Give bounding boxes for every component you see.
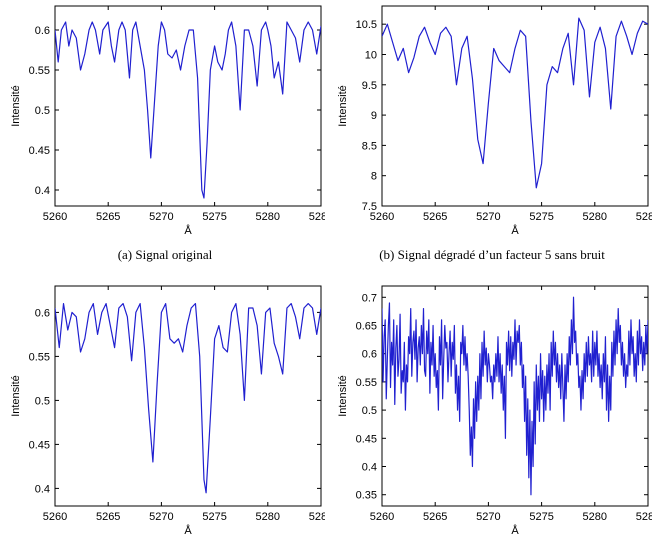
xtick-label: 5270 xyxy=(476,511,500,523)
ytick-label: 0.55 xyxy=(356,377,377,389)
panel-d: 5260 5265 5270 5275 5280 5285 0.35 0.4 0.45 0.5 0.… xyxy=(332,280,652,540)
ytick-label: 8 xyxy=(371,171,377,183)
xlabel: Å xyxy=(511,524,519,537)
ytick-label: 0.6 xyxy=(362,349,377,361)
ytick-label: 0.65 xyxy=(356,320,377,332)
xlabel: Å xyxy=(184,524,192,537)
series-line xyxy=(382,297,648,494)
xtick-label: 5275 xyxy=(202,211,226,223)
ytick-label: 10.5 xyxy=(356,19,377,31)
xtick-label: 5270 xyxy=(476,211,500,223)
xtick-label: 5280 xyxy=(583,211,607,223)
xtick-label: 5285 xyxy=(309,511,325,523)
caption-a: (a) Signal original xyxy=(5,247,325,263)
xlabel: Å xyxy=(184,224,192,237)
ytick-label: 8.5 xyxy=(362,140,377,152)
xtick-label: 5275 xyxy=(202,511,226,523)
xtick-label: 5285 xyxy=(636,211,652,223)
ylabel: Intensité xyxy=(10,85,22,127)
xtick-label: 5285 xyxy=(309,211,325,223)
ytick-label: 9.5 xyxy=(362,80,377,92)
ytick-label: 0.45 xyxy=(29,145,50,157)
xtick-label: 5265 xyxy=(96,211,120,223)
subplot-grid: 5260 5265 5270 5275 5280 5285 0.4 0.45 0.5 0.55 0.… xyxy=(0,0,657,540)
ytick-label: 0.4 xyxy=(35,185,50,197)
xtick-label: 5265 xyxy=(423,211,447,223)
panel-a: 5260 5265 5270 5275 5280 5285 0.4 0.45 0.5 0.55 0.… xyxy=(5,0,325,240)
xtick-label: 5265 xyxy=(96,511,120,523)
xtick-label: 5275 xyxy=(529,511,553,523)
xtick-label: 5270 xyxy=(149,211,173,223)
ytick-label: 0.4 xyxy=(362,462,377,474)
xtick-label: 5260 xyxy=(370,511,394,523)
ytick-label: 7.5 xyxy=(362,201,377,213)
ylabel: Intensité xyxy=(337,375,349,417)
series-line xyxy=(55,22,321,198)
ytick-label: 0.45 xyxy=(356,433,377,445)
ylabel: Intensité xyxy=(337,85,349,127)
series-line xyxy=(55,304,321,493)
chart-d: 5260 5265 5270 5275 5280 5285 0.35 0.4 0.45 0.5 0.… xyxy=(332,280,652,540)
ytick-label: 0.7 xyxy=(362,292,377,304)
axes-box xyxy=(382,6,648,206)
ytick-label: 0.5 xyxy=(362,405,377,417)
caption-b: (b) Signal dégradé d’un facteur 5 sans b… xyxy=(332,247,652,263)
xtick-label: 5270 xyxy=(149,511,173,523)
xlabel: Å xyxy=(511,224,519,237)
panel-c: 5260 5265 5270 5275 5280 5285 0.4 0.45 0.5 0.55 0.… xyxy=(5,280,325,540)
xtick-label: 5280 xyxy=(256,211,280,223)
ytick-label: 0.55 xyxy=(29,351,50,363)
ytick-label: 0.45 xyxy=(29,439,50,451)
ytick-label: 0.55 xyxy=(29,65,50,77)
ytick-label: 0.6 xyxy=(35,307,50,319)
ylabel: Intensité xyxy=(10,375,22,417)
chart-c: 5260 5265 5270 5275 5280 5285 0.4 0.45 0.5 0.55 0.… xyxy=(5,280,325,540)
series-line xyxy=(382,18,648,188)
ytick-label: 0.5 xyxy=(35,105,50,117)
xtick-label: 5280 xyxy=(256,511,280,523)
xtick-label: 5260 xyxy=(43,511,67,523)
chart-a: 5260 5265 5270 5275 5280 5285 0.4 0.45 0.5 0.55 0.… xyxy=(5,0,325,240)
ytick-label: 0.5 xyxy=(35,395,50,407)
chart-b: 5260526552705275528052857.588.599.51010.… xyxy=(332,0,652,240)
ytick-label: 0.4 xyxy=(35,483,50,495)
ytick-label: 0.35 xyxy=(356,490,377,502)
figure-page: 5260 5265 5270 5275 5280 5285 0.4 0.45 0.5 0.55 0.… xyxy=(0,0,657,540)
panel-b: 5260526552705275528052857.588.599.51010.… xyxy=(332,0,652,240)
xtick-label: 5275 xyxy=(529,211,553,223)
ytick-label: 10 xyxy=(365,49,377,61)
xtick-label: 5260 xyxy=(43,211,67,223)
ytick-label: 9 xyxy=(371,110,377,122)
xtick-label: 5280 xyxy=(583,511,607,523)
xtick-label: 5285 xyxy=(636,511,652,523)
ytick-label: 0.6 xyxy=(35,25,50,37)
xtick-label: 5265 xyxy=(423,511,447,523)
